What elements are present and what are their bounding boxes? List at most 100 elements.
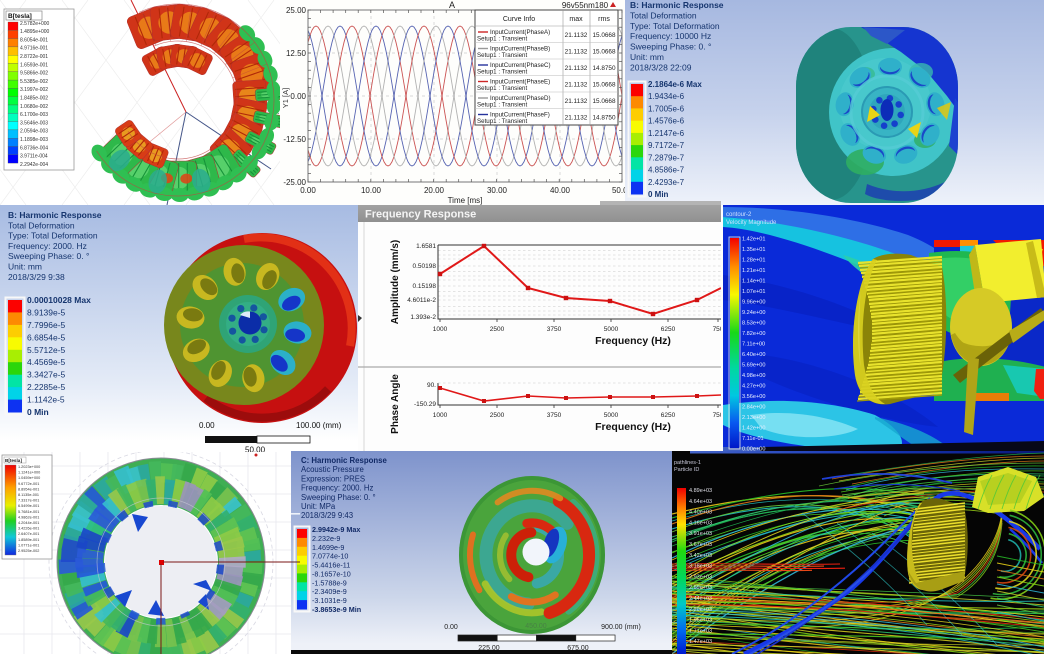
svg-text:Type: Total Deformation: Type: Total Deformation (630, 21, 720, 31)
svg-text:750: 750 (713, 326, 721, 333)
svg-text:9.96e+00: 9.96e+00 (742, 300, 766, 306)
svg-text:3.9711e-004: 3.9711e-004 (20, 154, 48, 160)
svg-text:7.3317e-001: 7.3317e-001 (18, 499, 39, 503)
svg-text:7.11e+00: 7.11e+00 (742, 342, 765, 348)
svg-text:2.1864e-6 Max: 2.1864e-6 Max (648, 80, 702, 89)
svg-text:2.232e-9: 2.232e-9 (312, 534, 340, 543)
svg-text:21.1132: 21.1132 (565, 115, 588, 122)
svg-text:2018/3/29 9:43: 2018/3/29 9:43 (301, 511, 353, 520)
svg-text:9.24e+00: 9.24e+00 (742, 310, 766, 316)
svg-text:4.8586e-7: 4.8586e-7 (648, 166, 685, 175)
svg-text:0 Min: 0 Min (27, 407, 49, 417)
svg-text:InputCurrent(PhaseE): InputCurrent(PhaseE) (490, 79, 550, 86)
svg-text:2500: 2500 (490, 326, 505, 333)
svg-text:25.00: 25.00 (286, 6, 307, 15)
svg-text:1.07e+01: 1.07e+01 (742, 289, 766, 295)
svg-text:Particle ID: Particle ID (674, 467, 699, 473)
svg-text:1.1898e-003: 1.1898e-003 (20, 137, 48, 143)
svg-text:2.0594e-003: 2.0594e-003 (20, 129, 48, 135)
svg-text:max: max (569, 16, 583, 23)
svg-text:50.00: 50.00 (612, 186, 625, 195)
svg-text:1.96e+03: 1.96e+03 (689, 618, 712, 624)
svg-text:2.9942e-9 Max: 2.9942e-9 Max (312, 525, 360, 534)
svg-text:7.0774e-10: 7.0774e-10 (312, 552, 348, 561)
svg-text:15.0668: 15.0668 (592, 49, 616, 56)
svg-text:Frequency (Hz): Frequency (Hz) (595, 421, 671, 433)
svg-text:Setup1 : Transient: Setup1 : Transient (477, 85, 527, 92)
svg-text:4.9716e-001: 4.9716e-001 (20, 46, 48, 52)
svg-text:21.1132: 21.1132 (565, 65, 588, 72)
svg-text:0.00: 0.00 (300, 186, 316, 195)
svg-text:3750: 3750 (547, 326, 562, 333)
svg-text:3.67e+03: 3.67e+03 (689, 542, 712, 548)
svg-text:-1.5788e-9: -1.5788e-9 (312, 578, 347, 587)
svg-text:5.7681e-001: 5.7681e-001 (18, 510, 39, 514)
svg-text:6.8736e-004: 6.8736e-004 (20, 145, 48, 151)
svg-text:2.8722e-001: 2.8722e-001 (20, 54, 48, 60)
svg-text:InputCurrent(PhaseF): InputCurrent(PhaseF) (490, 112, 550, 119)
svg-text:9.5866e-002: 9.5866e-002 (20, 71, 48, 77)
svg-text:2.69e+03: 2.69e+03 (689, 585, 712, 591)
svg-text:100.00 (mm): 100.00 (mm) (296, 421, 342, 430)
svg-text:2.84e+00: 2.84e+00 (742, 405, 766, 411)
svg-text:Sweeping Phase: 0. °: Sweeping Phase: 0. ° (301, 493, 376, 502)
svg-text:1.0771e-001: 1.0771e-001 (18, 543, 39, 547)
svg-text:1.14e+01: 1.14e+01 (742, 279, 766, 285)
svg-text:3.42e+03: 3.42e+03 (689, 553, 712, 559)
svg-text:InputCurrent(PhaseC): InputCurrent(PhaseC) (490, 62, 551, 69)
svg-text:Type: Total Deformation: Type: Total Deformation (8, 231, 98, 241)
svg-text:4.6011e-2: 4.6011e-2 (407, 297, 436, 304)
svg-text:1.42e+00: 1.42e+00 (742, 426, 766, 432)
svg-text:0.50198: 0.50198 (413, 263, 437, 270)
svg-text:Velocity Magnitude: Velocity Magnitude (726, 220, 777, 226)
svg-text:Total Deformation: Total Deformation (8, 220, 75, 230)
svg-text:0.00: 0.00 (199, 421, 215, 430)
svg-text:1.28e+01: 1.28e+01 (742, 258, 766, 264)
svg-text:6250: 6250 (661, 412, 676, 419)
svg-text:30.00: 30.00 (487, 186, 508, 195)
svg-text:1.8485e-002: 1.8485e-002 (20, 96, 48, 102)
svg-text:2.13e+00: 2.13e+00 (742, 415, 766, 421)
svg-text:1.6593e-001: 1.6593e-001 (20, 62, 48, 68)
svg-text:1.8589e-001: 1.8589e-001 (18, 538, 39, 542)
svg-text:2500: 2500 (490, 412, 505, 419)
svg-text:96v55nm180: 96v55nm180 (562, 1, 609, 10)
svg-text:8.8954e-001: 8.8954e-001 (18, 487, 39, 491)
svg-text:6250: 6250 (661, 326, 676, 333)
svg-text:contour-2: contour-2 (726, 212, 752, 218)
svg-text:4.16e+03: 4.16e+03 (689, 520, 712, 526)
svg-text:Setup1 : Transient: Setup1 : Transient (477, 52, 527, 59)
svg-text:15.0668: 15.0668 (592, 32, 616, 39)
svg-text:15.0668: 15.0668 (592, 82, 616, 89)
svg-text:pathlines-1: pathlines-1 (674, 460, 701, 466)
svg-text:4.4569e-5: 4.4569e-5 (27, 357, 66, 367)
svg-text:10.00: 10.00 (361, 186, 382, 195)
svg-text:1.4895e+000: 1.4895e+000 (20, 29, 50, 35)
svg-text:1.71e+03: 1.71e+03 (689, 628, 712, 634)
svg-text:InputCurrent(PhaseB): InputCurrent(PhaseB) (490, 46, 550, 53)
svg-text:C: Harmonic Response: C: Harmonic Response (301, 456, 387, 465)
svg-text:2.4293e-7: 2.4293e-7 (648, 178, 685, 187)
svg-text:4.89e+03: 4.89e+03 (689, 488, 712, 494)
svg-text:0.00010028 Max: 0.00010028 Max (27, 295, 91, 305)
svg-text:8.1135e-001: 8.1135e-001 (18, 493, 39, 497)
svg-text:1.42e+01: 1.42e+01 (742, 237, 766, 243)
svg-text:2.20e+03: 2.20e+03 (689, 607, 712, 613)
svg-text:InputCurrent(PhaseD): InputCurrent(PhaseD) (490, 95, 551, 102)
svg-text:1000: 1000 (433, 326, 448, 333)
svg-text:450.00: 450.00 (525, 623, 547, 630)
svg-text:3.56e+00: 3.56e+00 (742, 394, 766, 400)
svg-text:2018/3/28 22:09: 2018/3/28 22:09 (630, 62, 692, 72)
svg-text:1.35e+01: 1.35e+01 (742, 247, 766, 253)
svg-text:-3.1031e-9: -3.1031e-9 (312, 596, 347, 605)
svg-text:4.64e+03: 4.64e+03 (689, 499, 712, 505)
svg-text:Frequency: 2000. Hz: Frequency: 2000. Hz (301, 484, 373, 493)
svg-text:4.9862e-001: 4.9862e-001 (18, 515, 39, 519)
svg-text:2.9525e-002: 2.9525e-002 (18, 549, 39, 553)
svg-text:3.91e+03: 3.91e+03 (689, 531, 712, 537)
svg-text:900.00 (mm): 900.00 (mm) (601, 624, 641, 631)
svg-text:2.2285e-5: 2.2285e-5 (27, 382, 66, 392)
svg-text:Amplitude (mm/s): Amplitude (mm/s) (390, 240, 401, 324)
svg-text:0 Min: 0 Min (648, 190, 669, 199)
svg-text:2.6407e-001: 2.6407e-001 (18, 532, 39, 536)
